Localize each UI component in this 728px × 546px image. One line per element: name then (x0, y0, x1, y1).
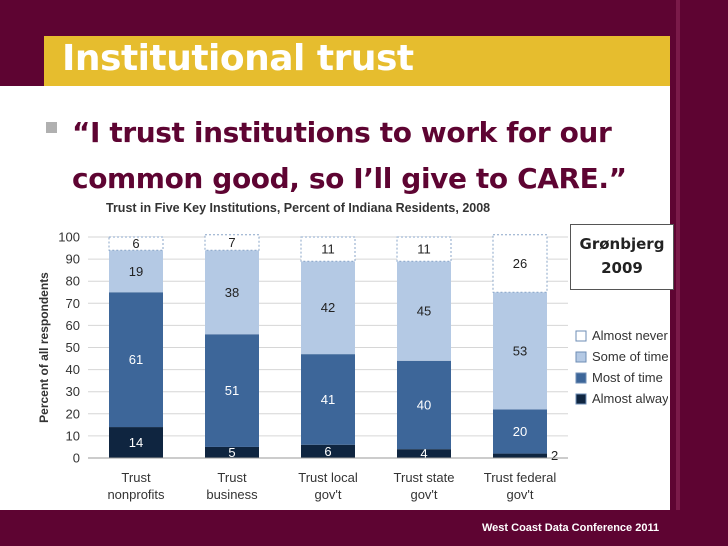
title-band (0, 36, 670, 86)
y-tick-label-5: 50 (66, 340, 80, 355)
x-tick-label-1-0: Trust (217, 470, 247, 485)
data-label-1-3: 7 (228, 235, 235, 250)
data-label-1-1: 51 (225, 383, 239, 398)
chart-title: Trust in Five Key Institutions, Percent … (106, 201, 490, 215)
bar-0-1 (109, 292, 163, 428)
data-label-4-3: 26 (513, 256, 527, 271)
bullet-icon (46, 122, 57, 133)
data-label-3-2: 45 (417, 304, 431, 319)
top-bar (0, 0, 728, 36)
bar-2-3 (300, 236, 356, 262)
y-tick-label-0: 0 (73, 451, 80, 466)
data-label-4-0: 2 (551, 448, 558, 463)
y-tick-label-8: 80 (66, 274, 80, 289)
bar-0-2 (109, 250, 163, 293)
data-label-0-1: 61 (129, 352, 143, 367)
data-label-4-2: 53 (513, 343, 527, 358)
legend-swatch-2 (575, 372, 587, 384)
legend-label-1: Some of time (592, 349, 668, 364)
bar-1-3 (204, 234, 260, 251)
legend-label-3: Almost always (592, 391, 668, 406)
x-tick-label-2-1: gov't (314, 487, 341, 502)
x-tick-label-0-1: nonprofits (107, 487, 165, 502)
bar-2-1 (301, 354, 355, 445)
bar-4-1 (493, 409, 547, 454)
quote-text: “I trust institutions to work for our co… (72, 110, 627, 202)
y-tick-label-2: 20 (66, 406, 80, 421)
quote-line-1: “I trust institutions to work for our (72, 116, 612, 149)
data-label-3-1: 40 (417, 397, 431, 412)
bar-1-0 (205, 446, 259, 458)
data-label-3-0: 4 (420, 446, 427, 461)
bar-2-2 (301, 261, 355, 355)
data-label-1-0: 5 (228, 445, 235, 460)
y-tick-label-6: 60 (66, 318, 80, 333)
citation-box: Grønbjerg 2009 (570, 224, 674, 290)
y-tick-label-4: 40 (66, 362, 80, 377)
data-label-0-2: 19 (129, 264, 143, 279)
bar-4-0 (493, 453, 547, 458)
bar-0-3 (108, 236, 164, 251)
quote-line-2: common good, so I’ll give to CARE.” (72, 162, 627, 195)
y-tick-label-3: 30 (66, 384, 80, 399)
bar-3-0 (397, 449, 451, 458)
bar-3-2 (397, 261, 451, 361)
left-edge-bar (0, 36, 44, 86)
data-label-0-0: 14 (129, 435, 143, 450)
data-label-0-3: 6 (132, 236, 139, 251)
citation-name: Grønbjerg (579, 235, 665, 253)
legend-swatch-0 (575, 330, 587, 342)
x-tick-label-3-0: Trust state (394, 470, 455, 485)
y-tick-label-9: 90 (66, 252, 80, 267)
data-label-2-0: 6 (324, 444, 331, 459)
footer-text: West Coast Data Conference 2011 (482, 522, 660, 534)
bar-4-3 (492, 234, 548, 293)
y-tick-label-1: 10 (66, 428, 80, 443)
data-label-3-3: 11 (417, 242, 431, 257)
legend-label-0: Almost never (592, 328, 668, 343)
x-tick-label-2-0: Trust local (298, 470, 358, 485)
bar-3-3 (396, 236, 452, 262)
bar-3-1 (397, 360, 451, 450)
data-label-1-2: 38 (225, 285, 239, 300)
data-label-2-2: 42 (321, 300, 335, 315)
y-tick-label-7: 70 (66, 296, 80, 311)
x-tick-label-4-1: gov't (506, 487, 533, 502)
slide-title: Institutional trust (62, 38, 414, 79)
y-axis-label: Percent of all respondents (37, 272, 51, 423)
bar-1-2 (205, 250, 259, 335)
x-tick-label-1-1: business (206, 487, 258, 502)
legend-label-2: Most of time (592, 370, 663, 385)
citation-year: 2009 (601, 259, 643, 277)
right-bar-stripe (676, 0, 680, 546)
data-label-2-1: 41 (321, 392, 335, 407)
bar-2-0 (301, 444, 355, 458)
x-tick-label-3-1: gov't (410, 487, 437, 502)
y-tick-label-10: 100 (58, 230, 80, 245)
legend-swatch-3 (575, 393, 587, 405)
data-label-4-1: 20 (513, 424, 527, 439)
data-label-2-3: 11 (321, 242, 335, 257)
bar-1-1 (205, 334, 259, 447)
legend-swatch-1 (575, 351, 587, 363)
bar-0-0 (109, 427, 163, 458)
x-tick-label-4-0: Trust federal (484, 470, 557, 485)
bottom-bar (0, 510, 728, 546)
bar-4-2 (493, 292, 547, 410)
stacked-bar-chart: Trust in Five Key Institutions, Percent … (37, 201, 668, 502)
x-tick-label-0-0: Trust (121, 470, 151, 485)
